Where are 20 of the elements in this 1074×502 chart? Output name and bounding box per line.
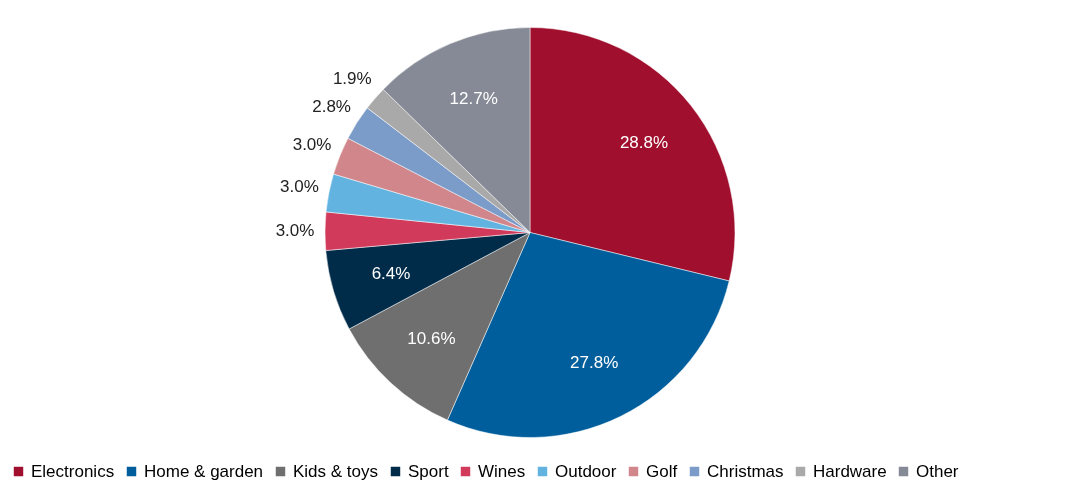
legend-label: Golf	[646, 461, 678, 481]
legend-label: Christmas	[707, 461, 784, 481]
data-label: 28.8%	[619, 132, 669, 152]
data-label: 3.0%	[292, 134, 332, 154]
legend-label: Electronics	[31, 461, 115, 481]
legend-label: Wines	[478, 461, 526, 481]
legend-label: Outdoor	[555, 461, 617, 481]
data-label: 27.8%	[570, 352, 619, 372]
data-label: 3.0%	[275, 221, 315, 241]
data-label: 12.7%	[449, 88, 498, 108]
legend-label: Hardware	[813, 461, 887, 481]
legend-label: Home & garden	[144, 461, 264, 481]
data-label: 1.9%	[332, 68, 372, 88]
legend-label: Other	[916, 461, 959, 481]
legend-label: Kids & toys	[293, 461, 379, 481]
data-label: 3.0%	[280, 177, 319, 197]
data-label: 6.4%	[371, 263, 411, 283]
legend-label: Sport	[408, 461, 449, 481]
data-label: 2.8%	[312, 96, 351, 116]
data-label: 10.6%	[407, 328, 456, 348]
